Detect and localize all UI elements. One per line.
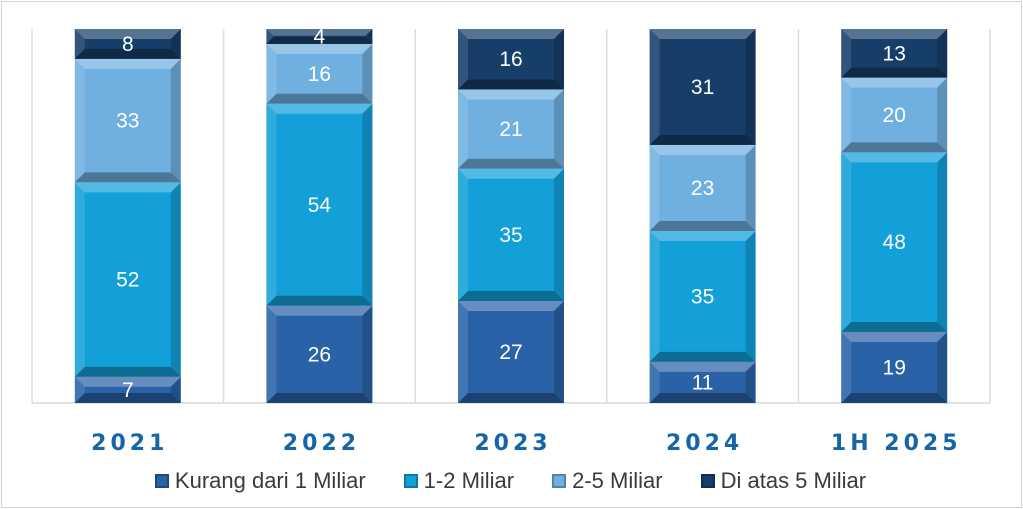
bar-segment <box>649 361 756 403</box>
value-label: 33 <box>116 110 139 133</box>
bar-segment <box>74 376 181 403</box>
category-label: 1H 2025 <box>831 431 962 456</box>
bar-segment <box>458 29 564 90</box>
value-label: 23 <box>691 177 714 200</box>
legend-item: 1-2 Miliar <box>403 468 515 494</box>
legend-swatch <box>154 474 169 488</box>
value-label: 26 <box>308 343 331 366</box>
value-labels: 7 52 33 8 26 54 16 4 27 35 21 16 11 35 23 31 19 48 20 13 <box>116 25 906 401</box>
legend-label: Di atas 5 Miliar <box>720 468 867 493</box>
category-label: 2023 <box>474 431 551 456</box>
bar-segment <box>841 77 948 153</box>
value-label: 8 <box>122 33 134 56</box>
category-label: 2024 <box>666 431 743 456</box>
bar-segment <box>458 301 564 403</box>
legend-item: 2-5 Miliar <box>552 468 663 494</box>
bar-segment <box>458 89 564 169</box>
bar-segment <box>649 230 756 362</box>
bar-segment <box>74 29 181 59</box>
bar-segment <box>649 144 756 231</box>
bar-segment <box>841 29 948 78</box>
value-label: 48 <box>883 231 906 254</box>
bar-segment <box>841 152 948 332</box>
bar-segment <box>266 29 373 44</box>
category-labels: 2021 2022 2023 2024 1H 2025 <box>91 431 962 456</box>
legend-label: Kurang dari 1 Miliar <box>174 468 366 493</box>
value-label: 54 <box>308 194 332 217</box>
value-label: 16 <box>499 48 522 71</box>
bar-segment <box>841 331 948 403</box>
value-label: 20 <box>883 104 906 127</box>
value-label: 11 <box>692 371 714 394</box>
legend-item: Di atas 5 Miliar <box>700 468 867 494</box>
value-label: 31 <box>691 76 714 99</box>
value-label: 27 <box>499 341 522 364</box>
bar-segment <box>266 103 373 306</box>
value-label: 19 <box>883 356 906 379</box>
bar-segment <box>458 168 564 301</box>
category-label: 2022 <box>283 431 360 456</box>
value-label: 16 <box>308 63 331 86</box>
bar-segment <box>74 182 181 377</box>
bar-segment <box>74 58 181 183</box>
category-label: 2021 <box>91 431 168 456</box>
legend-item: Kurang dari 1 Miliar <box>154 468 366 494</box>
value-label: 52 <box>116 269 139 292</box>
value-label: 7 <box>122 379 134 402</box>
bar-segment <box>266 43 373 104</box>
bar-segment <box>266 305 373 403</box>
legend-swatch <box>700 474 715 488</box>
bars <box>74 29 948 403</box>
legend-label: 1-2 Miliar <box>423 468 515 493</box>
value-label: 35 <box>691 285 714 308</box>
legend-swatch <box>552 474 567 488</box>
value-label: 35 <box>499 224 522 247</box>
legend-label: 2-5 Miliar <box>572 468 663 493</box>
value-label: 13 <box>883 42 906 65</box>
value-label: 21 <box>499 118 522 141</box>
legend: Kurang dari 1 Miliar 1-2 Miliar 2-5 Miliar… <box>0 466 1021 496</box>
legend-swatch <box>403 474 418 488</box>
bar-segment <box>649 29 756 145</box>
value-label: 4 <box>314 25 326 48</box>
